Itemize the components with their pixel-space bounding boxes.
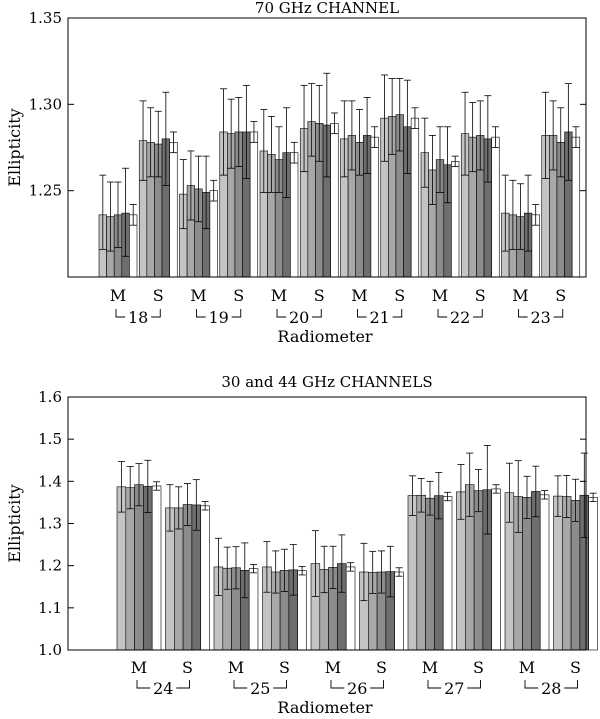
y-tick-label: 1.1 — [38, 599, 62, 617]
radiometer-number: 21 — [369, 308, 389, 327]
bar — [425, 497, 435, 651]
bar — [345, 566, 356, 651]
radiometer-bracket — [330, 680, 384, 689]
bar — [290, 152, 299, 278]
bar-group-label: M — [519, 658, 535, 677]
bar-group-label: S — [475, 286, 486, 305]
bar — [442, 496, 453, 651]
radiometer-bracket — [115, 309, 161, 318]
bar — [416, 494, 426, 651]
bar-group-label: S — [555, 286, 566, 305]
bar-group-label: M — [351, 286, 367, 305]
bar — [491, 488, 501, 651]
radiometer-number: 27 — [444, 679, 464, 698]
chart-title: 30 and 44 GHz CHANNELS — [221, 373, 432, 391]
bar — [588, 497, 598, 651]
y-tick-label: 1.3 — [38, 515, 62, 533]
y-tick-label: 1.30 — [29, 95, 62, 113]
bar — [182, 504, 193, 651]
y-tick-label: 1.35 — [29, 9, 62, 27]
x-axis-label: Radiometer — [277, 327, 372, 346]
bar-group-label: M — [512, 286, 528, 305]
bar — [491, 136, 500, 278]
bar-group-label: S — [314, 286, 325, 305]
radiometer-number: 24 — [153, 679, 173, 698]
bar-group-label: M — [271, 286, 287, 305]
y-tick-label: 1.0 — [38, 641, 62, 659]
radiometer-number: 18 — [128, 308, 148, 327]
y-tick-label: 1.2 — [38, 557, 62, 575]
radiometer-number: 23 — [530, 308, 550, 327]
y-axis-label: Ellipticity — [5, 484, 24, 562]
bar — [134, 484, 144, 651]
plot-frame — [67, 17, 587, 278]
bar-group-label: S — [376, 658, 387, 677]
radiometer-bracket — [136, 680, 190, 689]
bar-group-label: M — [432, 286, 448, 305]
radiometer-number: 20 — [289, 308, 309, 327]
bar-group-label: S — [473, 658, 484, 677]
bar-group-label: M — [422, 658, 438, 677]
radiometer-bracket — [276, 309, 322, 318]
radiometer-number: 19 — [208, 308, 228, 327]
y-axis-label: Ellipticity — [5, 108, 24, 186]
bar — [539, 494, 550, 651]
bar — [451, 161, 460, 278]
radiometer-bracket — [518, 309, 564, 318]
panel-30-44ghz: 30 and 44 GHz CHANNELS Ellipticity Radiome… — [5, 373, 598, 717]
bar — [248, 568, 259, 651]
bar — [297, 570, 307, 651]
bar — [553, 495, 563, 651]
panel-70ghz: 70 GHz CHANNEL Ellipticity Radiometer 1.25 1… — [5, 0, 587, 346]
bar — [407, 495, 418, 651]
bar-group-label: M — [131, 658, 147, 677]
radiometer-number: 26 — [347, 679, 367, 698]
bar-group-label: M — [190, 286, 206, 305]
x-axis-label: Radiometer — [277, 698, 372, 717]
radiometer-number: 25 — [250, 679, 270, 698]
y-tick-label: 1.5 — [38, 430, 62, 448]
radiometer-bracket — [357, 309, 403, 318]
bar-group-label: S — [233, 286, 244, 305]
bar-group-label: S — [279, 658, 290, 677]
bar — [125, 487, 135, 651]
bar — [410, 117, 420, 278]
radiometer-bracket — [524, 680, 578, 689]
bar-group-label: S — [153, 286, 164, 305]
bar — [394, 571, 404, 651]
bar — [169, 142, 178, 278]
bar — [151, 485, 162, 651]
bar-group-label: M — [325, 658, 341, 677]
bar — [209, 190, 218, 278]
bar-group-label: S — [394, 286, 405, 305]
bar-group-label: M — [110, 286, 126, 305]
y-tick-label: 1.6 — [38, 388, 62, 406]
radiometer-number: 22 — [450, 308, 470, 327]
bar — [522, 497, 532, 651]
radiometer-bracket — [437, 309, 483, 318]
bar — [473, 490, 484, 651]
radiometer-bracket — [196, 309, 242, 318]
radiometer-bracket — [233, 680, 287, 689]
bar-group-label: S — [182, 658, 193, 677]
bar — [200, 505, 210, 651]
radiometer-number: 28 — [541, 679, 561, 698]
bar-group-label: M — [228, 658, 244, 677]
bar — [561, 496, 572, 651]
bar — [330, 123, 339, 278]
bar — [249, 131, 259, 278]
y-tick-label: 1.4 — [38, 472, 62, 490]
plot-frame — [67, 396, 587, 651]
bar-group-label: S — [570, 658, 581, 677]
chart-title: 70 GHz CHANNEL — [255, 0, 399, 17]
radiometer-bracket — [427, 680, 481, 689]
y-tick-label: 1.25 — [29, 182, 62, 200]
bar — [571, 136, 581, 278]
bar — [570, 500, 581, 651]
bar — [370, 136, 379, 278]
